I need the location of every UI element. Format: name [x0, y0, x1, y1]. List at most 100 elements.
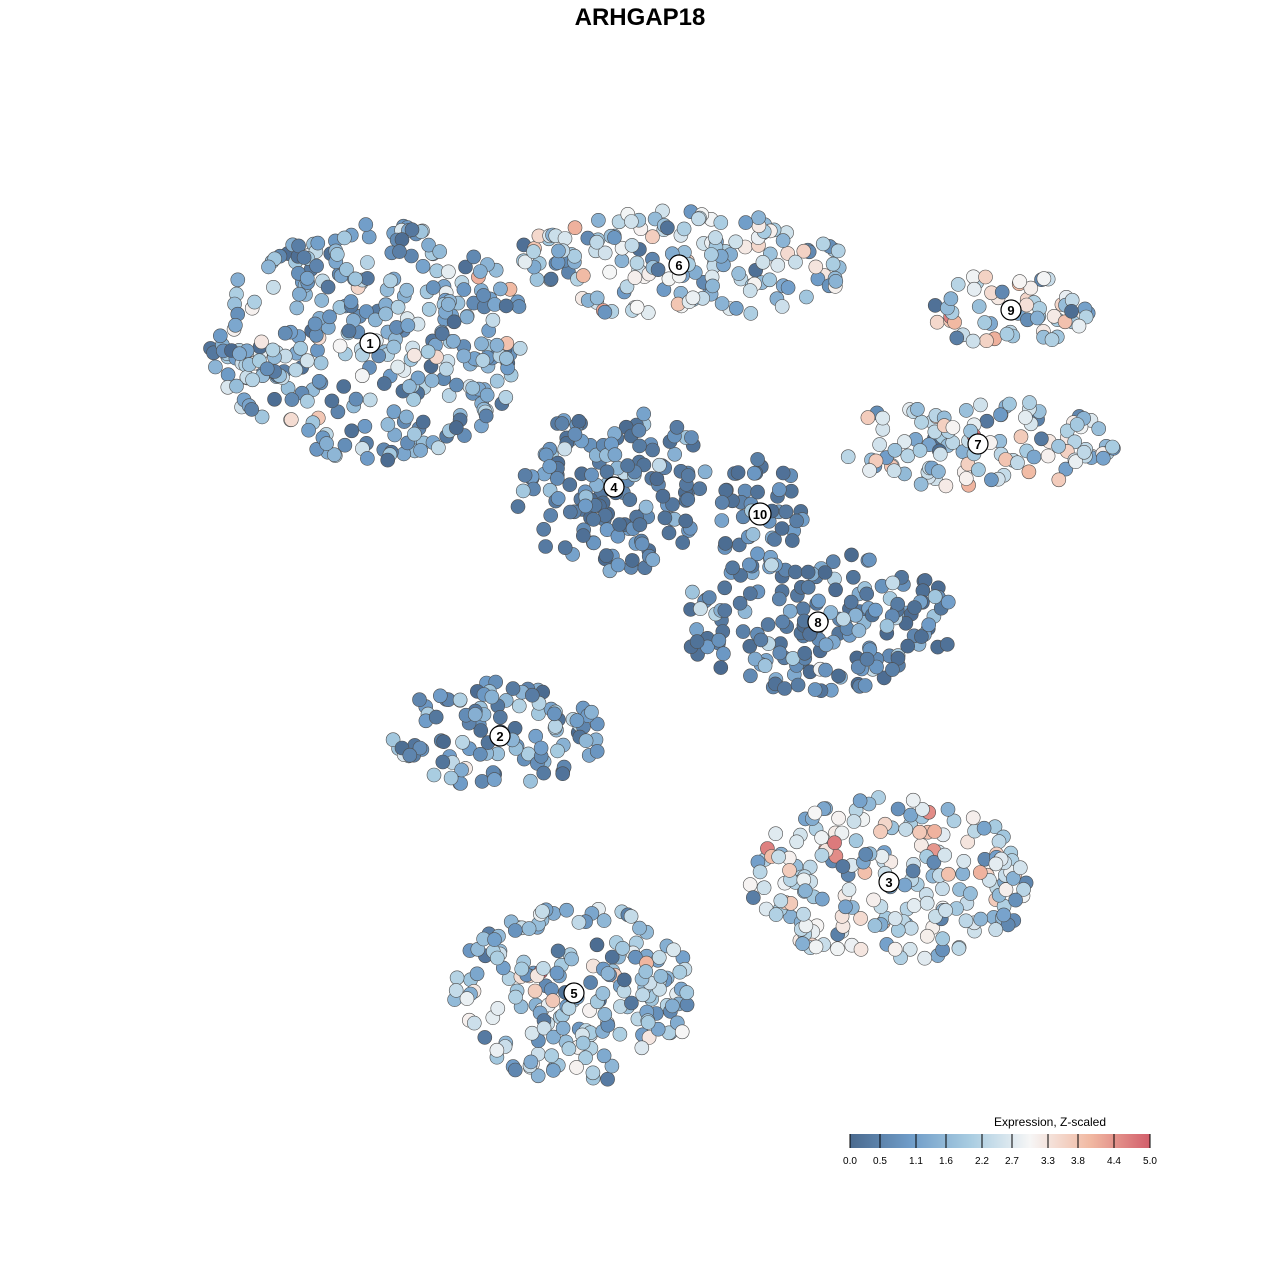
- data-point: [586, 512, 601, 527]
- data-point: [627, 270, 643, 285]
- data-point: [357, 418, 373, 434]
- data-point: [575, 268, 591, 283]
- data-point: [485, 312, 501, 328]
- data-point: [665, 497, 680, 512]
- data-point: [254, 409, 270, 425]
- data-point: [927, 589, 943, 605]
- data-point: [929, 314, 945, 330]
- data-point: [811, 593, 826, 609]
- data-point: [288, 362, 304, 378]
- data-point: [428, 709, 444, 725]
- data-point: [511, 698, 527, 714]
- cluster-label: 1: [359, 332, 381, 354]
- data-point: [380, 417, 396, 432]
- data-point: [796, 906, 811, 922]
- data-point: [499, 350, 514, 366]
- data-point: [542, 459, 558, 474]
- data-point: [873, 824, 888, 839]
- data-point: [392, 244, 407, 259]
- data-point: [771, 482, 787, 497]
- data-point: [510, 499, 526, 514]
- data-point: [661, 525, 677, 541]
- data-point: [914, 414, 929, 430]
- data-point: [293, 340, 308, 356]
- data-point: [788, 254, 803, 270]
- data-point: [348, 271, 363, 287]
- data-point: [465, 380, 481, 396]
- data-point: [645, 442, 660, 458]
- data-point: [527, 983, 543, 999]
- data-point: [728, 234, 744, 250]
- cluster-labels: 1 2 3 4 5 6 7 8 9 10: [359, 254, 1022, 1004]
- data-point: [943, 291, 959, 307]
- data-point: [473, 723, 489, 738]
- data-point: [927, 298, 943, 313]
- data-point: [332, 338, 348, 354]
- data-point: [814, 830, 829, 846]
- data-point: [615, 940, 630, 956]
- data-point: [746, 465, 762, 481]
- data-point: [578, 733, 594, 749]
- data-point: [526, 244, 541, 259]
- data-point: [554, 416, 570, 431]
- data-point: [490, 1001, 506, 1016]
- data-point: [361, 229, 377, 245]
- cluster-label: 8: [807, 611, 829, 633]
- data-point: [561, 1041, 577, 1056]
- data-point: [469, 966, 485, 982]
- data-point: [996, 907, 1012, 923]
- data-point: [887, 941, 903, 957]
- data-point: [517, 468, 533, 483]
- data-point: [885, 575, 901, 591]
- data-point: [446, 314, 462, 330]
- data-point: [984, 472, 999, 488]
- data-point: [1016, 882, 1031, 897]
- data-point: [841, 882, 857, 897]
- data-point: [245, 372, 260, 388]
- data-point: [852, 793, 868, 809]
- data-point: [714, 296, 730, 311]
- data-point: [622, 492, 638, 508]
- cluster-label: 3: [878, 871, 900, 893]
- data-point: [569, 1060, 584, 1075]
- data-point: [887, 911, 903, 926]
- data-point: [472, 746, 488, 762]
- data-point: [717, 603, 733, 618]
- data-point: [600, 1071, 615, 1087]
- data-point: [569, 713, 585, 728]
- data-point: [828, 273, 844, 289]
- data-point: [1030, 310, 1045, 326]
- data-point: [1076, 444, 1092, 460]
- data-point: [578, 1050, 593, 1065]
- data-point: [897, 877, 913, 893]
- data-point: [965, 333, 981, 349]
- cluster-label: 6: [668, 254, 690, 276]
- data-point: [935, 931, 950, 947]
- data-point: [476, 288, 491, 303]
- data-point: [614, 253, 630, 269]
- data-point: [459, 309, 475, 325]
- data-point: [599, 522, 615, 538]
- data-point: [742, 877, 758, 892]
- data-point: [903, 807, 919, 823]
- data-point: [475, 353, 491, 368]
- data-point: [547, 706, 562, 722]
- data-point: [425, 280, 441, 295]
- data-point: [851, 623, 867, 638]
- data-point: [636, 406, 652, 422]
- data-point: [309, 258, 324, 274]
- data-point: [831, 810, 846, 826]
- data-point: [835, 859, 851, 874]
- data-point: [978, 269, 993, 285]
- data-point: [521, 921, 537, 936]
- data-point: [714, 513, 730, 528]
- data-point: [836, 611, 851, 627]
- cluster-label-text: 4: [610, 480, 618, 495]
- data-point: [672, 964, 688, 980]
- data-point: [616, 972, 632, 988]
- data-point: [383, 273, 398, 289]
- data-point: [399, 282, 415, 298]
- data-point: [872, 437, 887, 452]
- data-point: [358, 217, 374, 232]
- data-point: [788, 564, 803, 580]
